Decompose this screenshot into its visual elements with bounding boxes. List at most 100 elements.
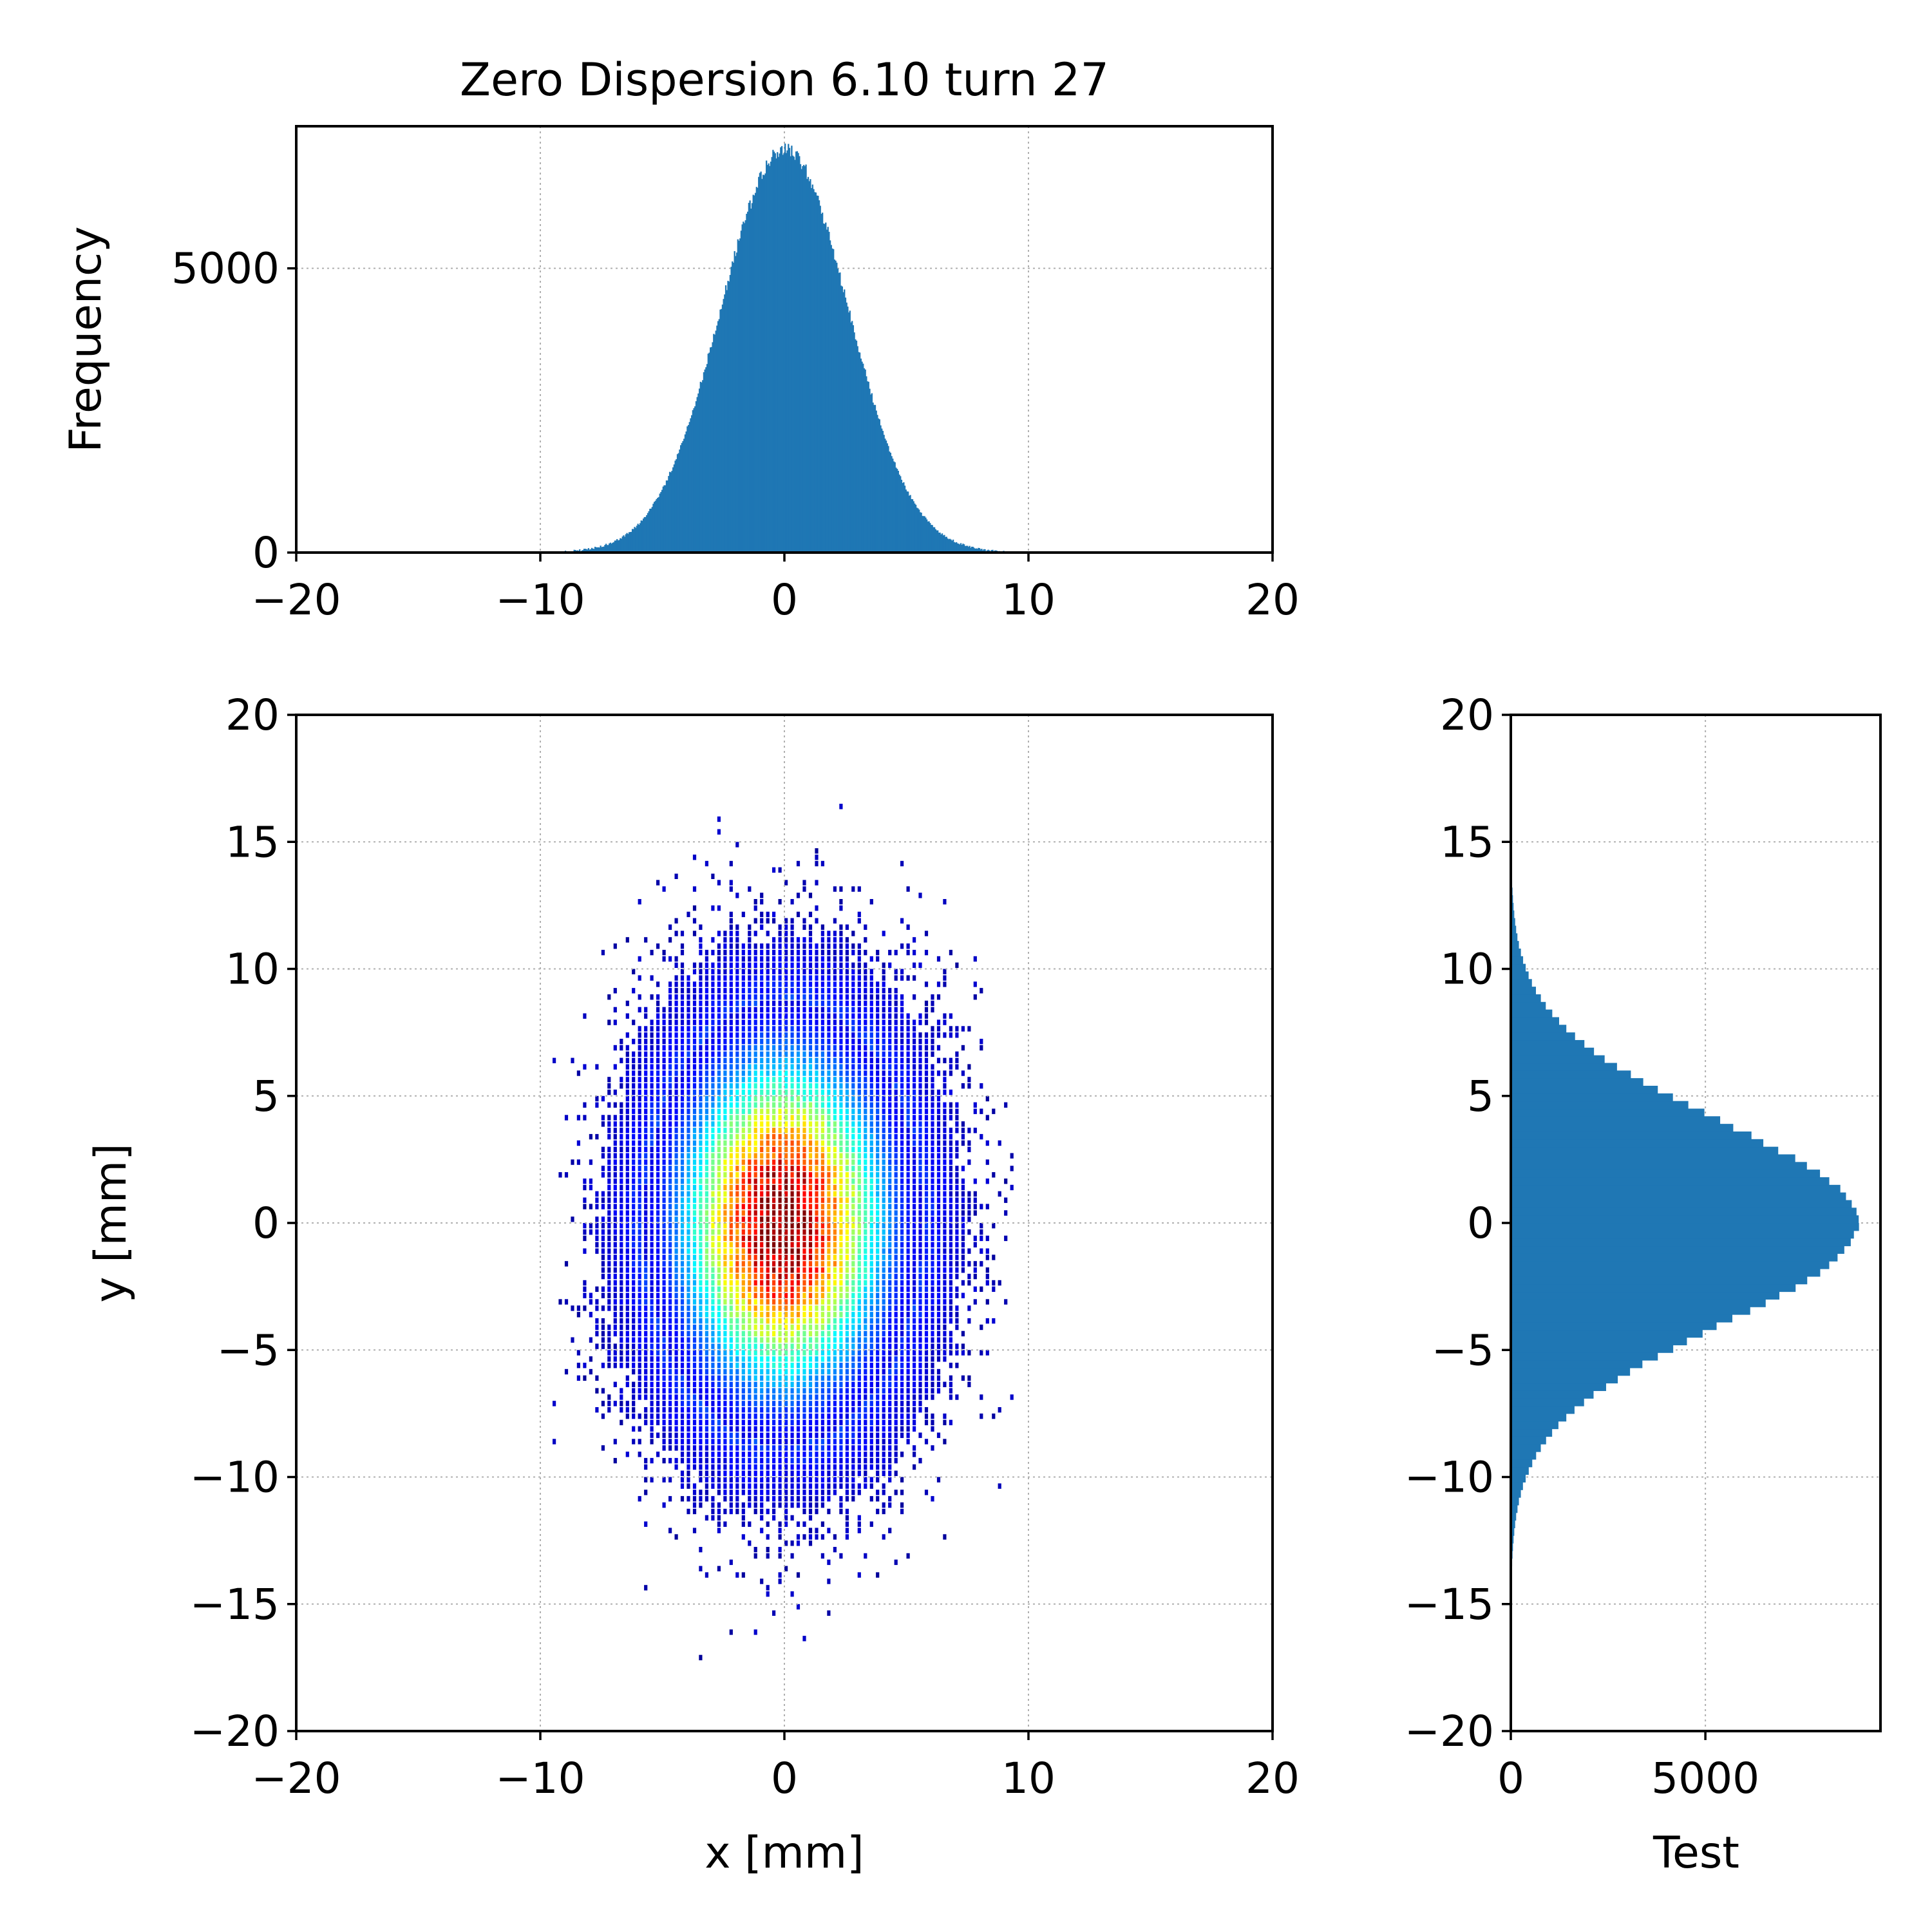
density-cell (741, 1255, 745, 1260)
density-cell (918, 1223, 922, 1229)
density-cell (864, 1350, 867, 1356)
density-cell (711, 1457, 715, 1464)
density-cell (766, 1229, 770, 1235)
density-cell (650, 1140, 654, 1146)
density-cell (894, 1229, 898, 1235)
density-cell (790, 1312, 794, 1318)
density-cell (790, 1388, 794, 1394)
density-cell (808, 1439, 813, 1444)
density-cell (741, 1299, 745, 1305)
density-cell (820, 1204, 824, 1209)
density-cell (687, 1095, 690, 1102)
density-cell (687, 1039, 690, 1045)
density-cell (888, 1153, 892, 1159)
density-cell (699, 1432, 703, 1438)
density-cell (748, 1191, 752, 1197)
density-cell (638, 1039, 641, 1045)
density-cell (644, 1388, 648, 1394)
density-cell (931, 1394, 934, 1400)
density-cell (753, 1172, 757, 1178)
density-cell (753, 1388, 757, 1394)
density-cell (723, 1204, 727, 1209)
density-cell (851, 1166, 855, 1171)
density-cell (851, 1013, 855, 1019)
density-cell (601, 1413, 605, 1419)
density-cell (864, 1464, 867, 1470)
density-cell (808, 1121, 813, 1127)
density-cell (680, 1013, 685, 1019)
density-cell (668, 1331, 672, 1337)
density-cell (656, 1318, 660, 1324)
density-cell (656, 1140, 660, 1146)
density-cell (680, 1210, 685, 1216)
histogram-bar (774, 153, 776, 553)
density-cell (705, 1261, 708, 1267)
density-cell (796, 1095, 800, 1102)
density-cell (680, 1242, 685, 1247)
density-cell (692, 1019, 697, 1025)
density-cell (949, 1248, 952, 1254)
density-cell (583, 1064, 587, 1070)
density-cell (662, 1013, 666, 1019)
density-cell (595, 1235, 599, 1242)
density-cell (705, 1070, 708, 1076)
density-cell (729, 1457, 733, 1464)
histogram-bar (948, 539, 950, 553)
histogram-bar (723, 299, 724, 553)
density-cell (784, 1394, 788, 1400)
density-cell (967, 1261, 971, 1267)
density-cell (668, 1235, 672, 1242)
density-cell (918, 1280, 922, 1286)
density-cell (796, 1133, 800, 1140)
density-cell (680, 1166, 685, 1171)
density-cell (753, 1394, 757, 1400)
density-cell (876, 1267, 880, 1273)
density-cell (766, 1153, 770, 1159)
density-cell (888, 1210, 892, 1216)
density-cell (918, 1286, 922, 1292)
density-cell (753, 1057, 757, 1063)
density-cell (943, 1153, 947, 1159)
histogram-bar (755, 187, 757, 553)
density-cell (741, 1019, 745, 1025)
density-cell (845, 1070, 849, 1076)
density-cell (913, 1286, 916, 1292)
density-cell (753, 1312, 757, 1318)
density-cell (790, 1115, 794, 1121)
density-cell (900, 1210, 904, 1216)
density-cell (650, 1248, 654, 1254)
density-cell (735, 1102, 739, 1108)
density-cell (815, 1502, 819, 1508)
density-cell (802, 1153, 806, 1159)
density-cell (936, 1286, 941, 1292)
histogram-bar (758, 176, 760, 553)
density-cell (955, 1312, 959, 1318)
density-cell (900, 1045, 904, 1051)
density-cell (687, 1483, 690, 1489)
density-cell (729, 1184, 733, 1191)
density-cell (913, 1381, 916, 1387)
density-cell (576, 1350, 580, 1356)
density-cell (936, 1331, 941, 1337)
density-cell (918, 1261, 922, 1267)
density-cell (790, 1184, 794, 1191)
density-cell (913, 1070, 916, 1076)
density-cell (766, 1166, 770, 1171)
density-cell (766, 994, 770, 1000)
density-cell (827, 1312, 831, 1318)
density-cell (827, 1426, 831, 1432)
density-cell (882, 1299, 886, 1305)
density-cell (723, 1267, 727, 1273)
density-cell (656, 1032, 660, 1038)
density-cell (876, 1121, 880, 1127)
density-cell (692, 1452, 697, 1457)
density-cell (827, 1184, 831, 1191)
density-cell (729, 1026, 733, 1032)
density-cell (760, 1508, 764, 1515)
density-cell (802, 1273, 806, 1280)
density-cell (857, 1255, 861, 1260)
density-cell (656, 1343, 660, 1349)
density-cell (864, 1261, 867, 1267)
density-cell (613, 1299, 617, 1305)
density-cell (656, 994, 660, 1000)
